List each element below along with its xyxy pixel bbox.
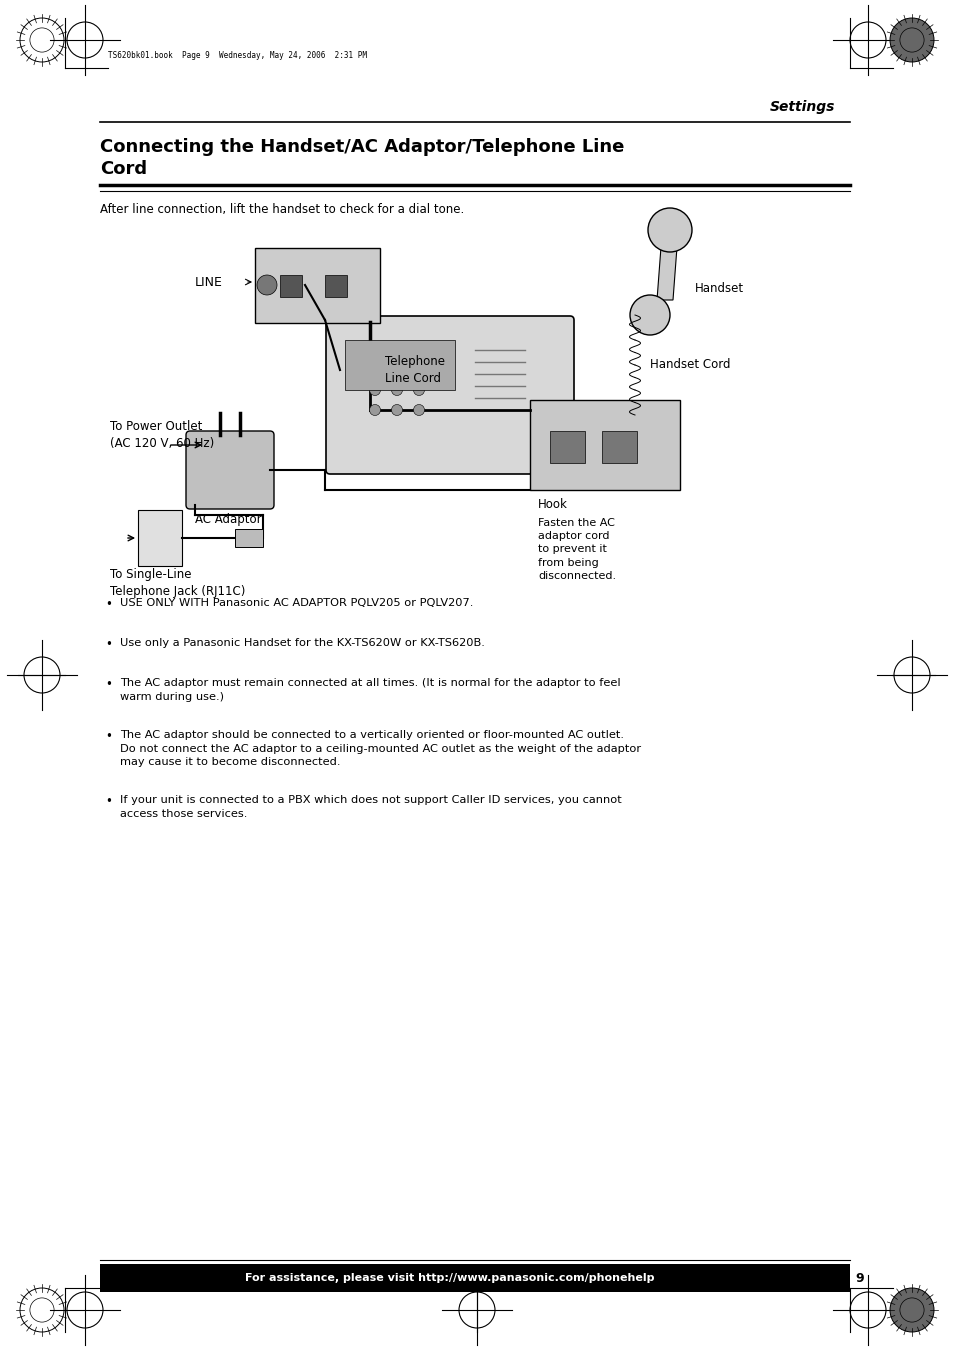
- FancyBboxPatch shape: [186, 431, 274, 509]
- Text: 9: 9: [854, 1272, 862, 1284]
- Text: •: •: [105, 639, 112, 651]
- Circle shape: [391, 364, 402, 375]
- Text: If your unit is connected to a PBX which does not support Caller ID services, yo: If your unit is connected to a PBX which…: [120, 795, 621, 818]
- Bar: [234, 529, 263, 547]
- Text: Handset Cord: Handset Cord: [649, 359, 730, 371]
- Circle shape: [889, 1288, 933, 1332]
- Bar: [280, 275, 302, 297]
- Text: Connecting the Handset/AC Adaptor/Telephone Line
Cord: Connecting the Handset/AC Adaptor/Teleph…: [100, 138, 623, 178]
- Text: To Single-Line
Telephone Jack (RJ11C): To Single-Line Telephone Jack (RJ11C): [110, 568, 245, 598]
- Circle shape: [369, 405, 380, 416]
- Circle shape: [391, 405, 402, 416]
- Text: For assistance, please visit http://www.panasonic.com/phonehelp: For assistance, please visit http://www.…: [245, 1273, 654, 1282]
- Circle shape: [256, 275, 276, 296]
- Text: •: •: [105, 795, 112, 809]
- Text: Use only a Panasonic Handset for the KX-TS620W or KX-TS620B.: Use only a Panasonic Handset for the KX-…: [120, 639, 484, 648]
- Circle shape: [391, 385, 402, 396]
- Text: •: •: [105, 730, 112, 742]
- Text: USE ONLY WITH Panasonic AC ADAPTOR PQLV205 or PQLV207.: USE ONLY WITH Panasonic AC ADAPTOR PQLV2…: [120, 598, 473, 608]
- Text: Telephone
Line Cord: Telephone Line Cord: [385, 355, 444, 385]
- Text: After line connection, lift the handset to check for a dial tone.: After line connection, lift the handset …: [100, 202, 464, 216]
- Polygon shape: [657, 247, 677, 300]
- Circle shape: [369, 364, 380, 375]
- Bar: [325, 275, 347, 297]
- Bar: [601, 431, 637, 463]
- Circle shape: [413, 364, 424, 375]
- Bar: [100, 1264, 849, 1292]
- Text: Hook: Hook: [537, 498, 567, 512]
- Text: •: •: [105, 598, 112, 612]
- Circle shape: [413, 385, 424, 396]
- Text: The AC adaptor should be connected to a vertically oriented or floor-mounted AC : The AC adaptor should be connected to a …: [120, 730, 640, 767]
- Bar: [254, 247, 379, 323]
- Bar: [550, 431, 584, 463]
- Text: TS620bk01.book  Page 9  Wednesday, May 24, 2006  2:31 PM: TS620bk01.book Page 9 Wednesday, May 24,…: [108, 50, 367, 59]
- Text: Fasten the AC
adaptor cord
to prevent it
from being
disconnected.: Fasten the AC adaptor cord to prevent it…: [537, 518, 616, 580]
- Bar: [138, 510, 182, 566]
- Text: The AC adaptor must remain connected at all times. (It is normal for the adaptor: The AC adaptor must remain connected at …: [120, 678, 620, 702]
- Circle shape: [369, 385, 380, 396]
- Circle shape: [647, 208, 691, 252]
- Circle shape: [889, 18, 933, 62]
- Bar: [530, 400, 679, 490]
- Text: To Power Outlet
(AC 120 V, 60 Hz): To Power Outlet (AC 120 V, 60 Hz): [110, 420, 214, 450]
- Text: Settings: Settings: [769, 100, 834, 113]
- FancyBboxPatch shape: [326, 316, 574, 474]
- Text: AC Adaptor: AC Adaptor: [194, 513, 261, 526]
- Text: •: •: [105, 678, 112, 691]
- Text: Handset: Handset: [695, 282, 743, 294]
- Circle shape: [413, 405, 424, 416]
- Text: LINE: LINE: [194, 275, 223, 289]
- Circle shape: [629, 296, 669, 335]
- Bar: [345, 340, 455, 390]
